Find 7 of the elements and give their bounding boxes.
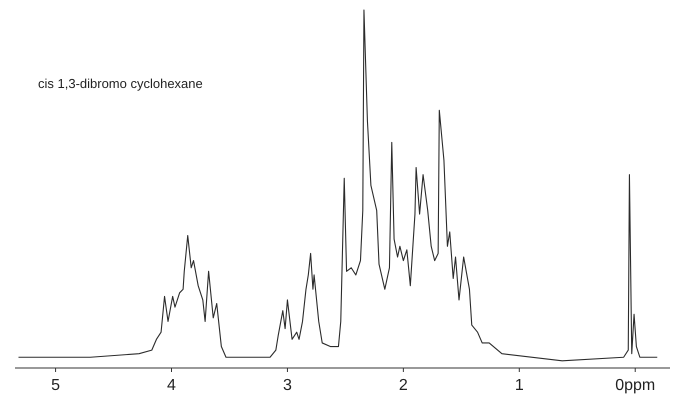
x-tick-label: 2 bbox=[398, 377, 408, 394]
x-tick-label: 3 bbox=[282, 377, 292, 394]
x-tick-label: 5 bbox=[51, 377, 60, 394]
x-tick-label: 0ppm bbox=[615, 377, 656, 394]
x-tick-label: 1 bbox=[514, 377, 524, 394]
text: cis 1,3-dibromo cyclohexane bbox=[38, 76, 203, 91]
x-tick-label: 4 bbox=[167, 377, 176, 394]
